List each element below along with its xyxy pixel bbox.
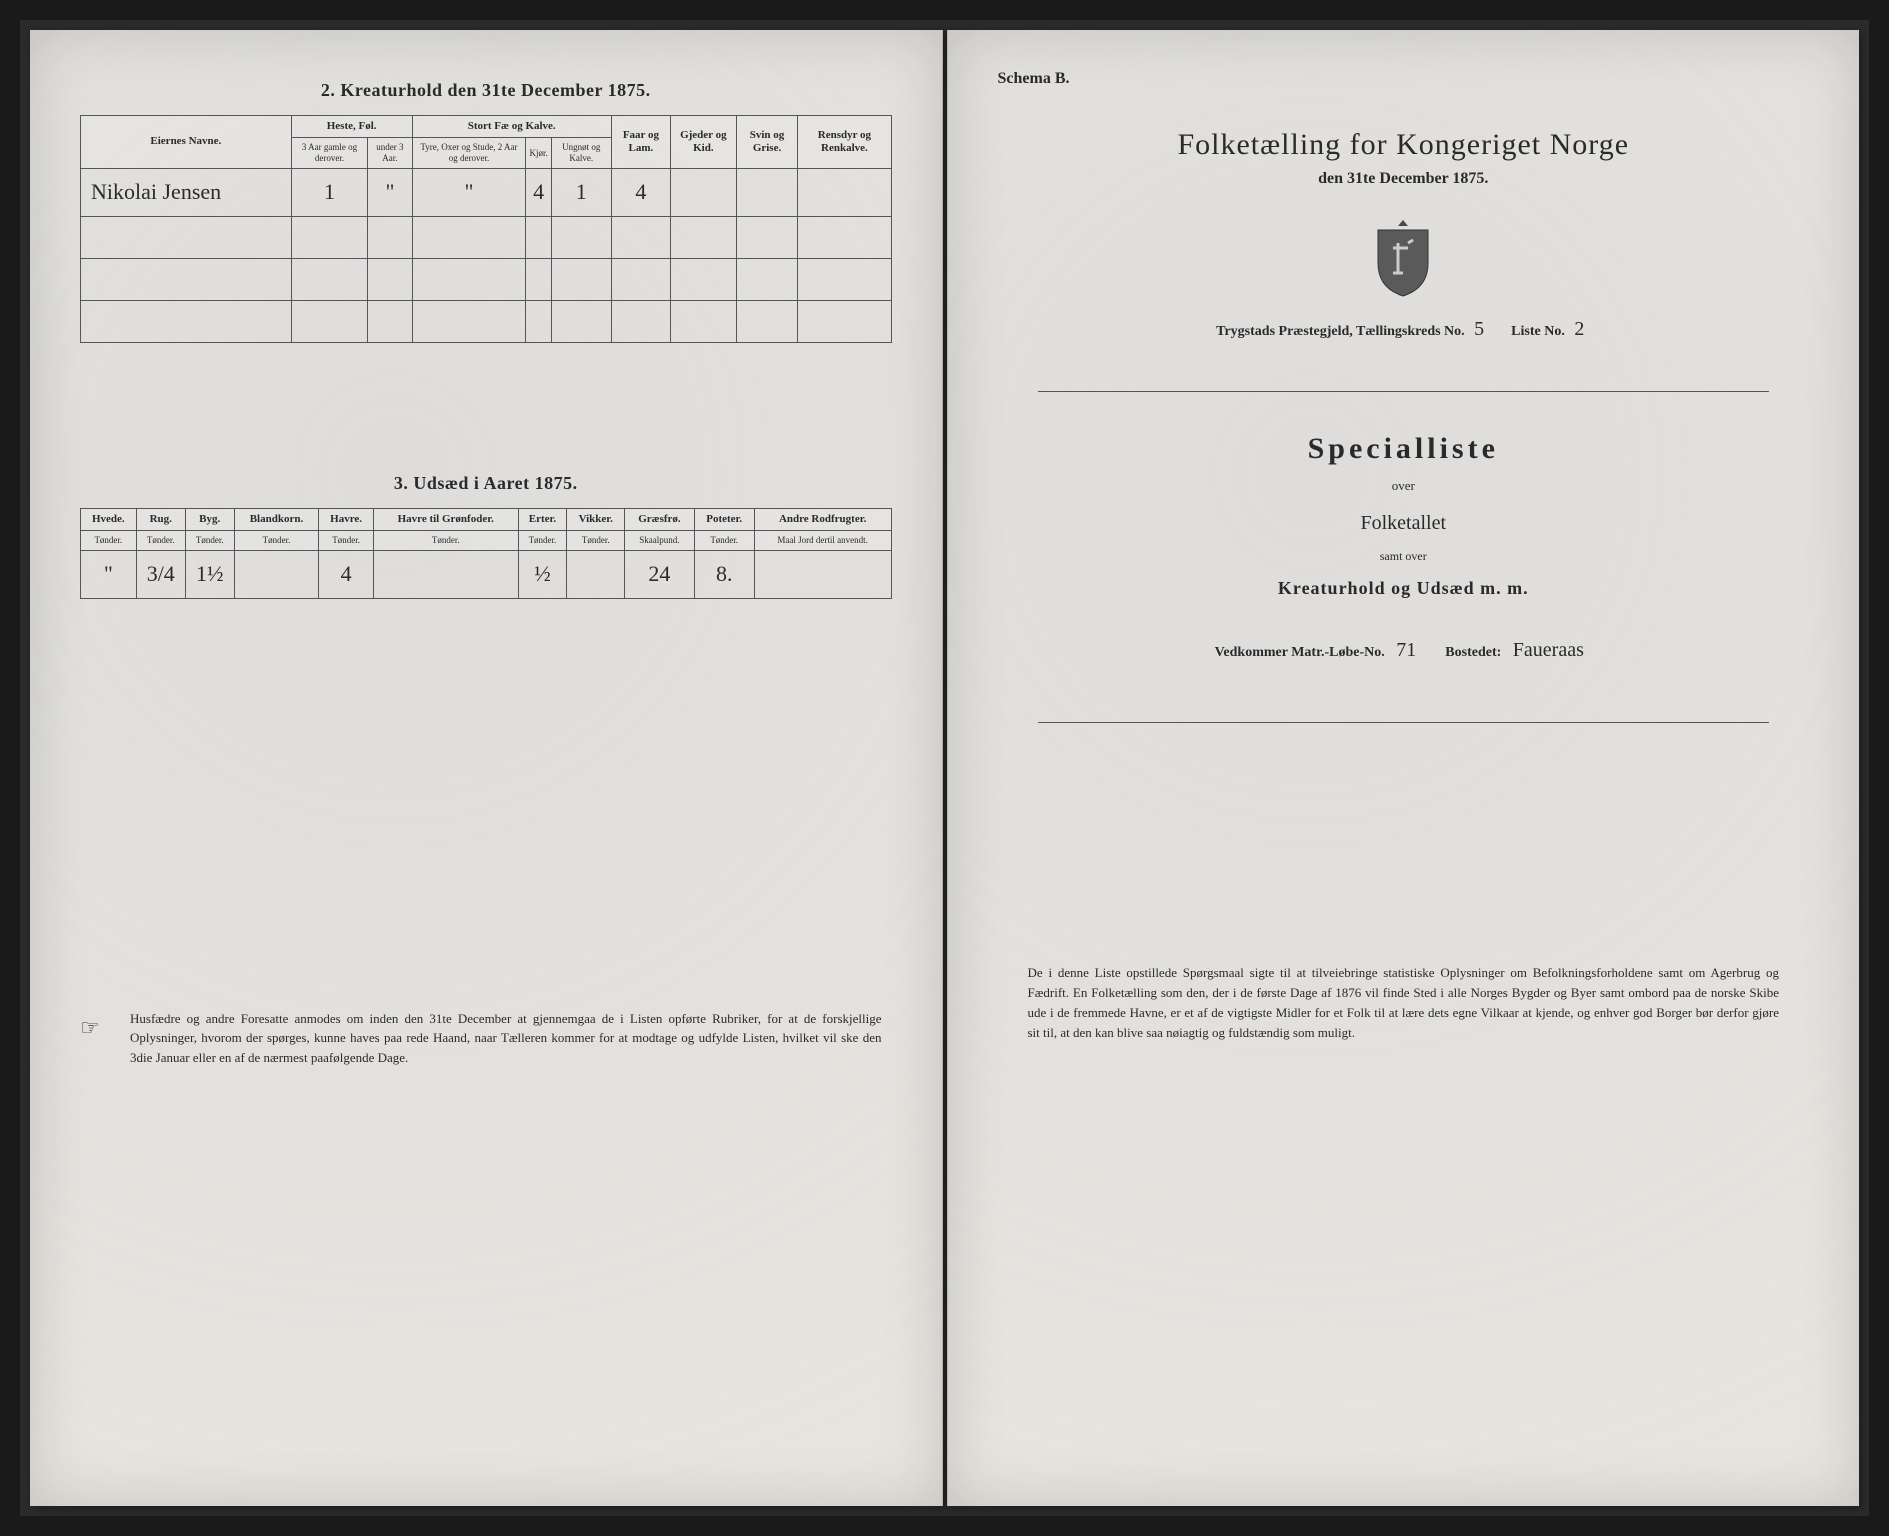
unit-byg: Tønder.: [185, 530, 234, 550]
cell-blandkorn: [234, 550, 319, 598]
col-graesfro: Græsfrø.: [625, 508, 694, 530]
cell-erter: ½: [518, 550, 567, 598]
left-page: 2. Kreaturhold den 31te December 1875. E…: [30, 30, 943, 1506]
document-spread: 2. Kreaturhold den 31te December 1875. E…: [20, 20, 1869, 1516]
divider: [1038, 391, 1770, 392]
section3-title: 3. Udsæd i Aaret 1875.: [80, 473, 892, 494]
col-poteter: Poteter.: [694, 508, 754, 530]
cell-havre-gron: [373, 550, 518, 598]
footnote-text: Husfædre og andre Foresatte anmodes om i…: [130, 1011, 882, 1065]
section2-title: 2. Kreaturhold den 31te December 1875.: [80, 80, 892, 101]
cell-havre: 4: [319, 550, 373, 598]
vedkommer-label: Vedkommer Matr.-Løbe-No.: [1215, 645, 1385, 660]
cell-svin: [736, 168, 798, 216]
col-andre: Andre Rodfrugter.: [754, 508, 891, 530]
col-heste: Heste, Føl.: [291, 116, 412, 138]
col-byg: Byg.: [185, 508, 234, 530]
col-faar: Faar og Lam.: [611, 116, 670, 169]
kreatur-line: Kreaturhold og Udsæd m. m.: [998, 578, 1810, 599]
unit-erter: Tønder.: [518, 530, 567, 550]
col-hvede: Hvede.: [81, 508, 137, 530]
kreatur-table: Eiernes Navne. Heste, Føl. Stort Fæ og K…: [80, 115, 892, 343]
unit-graesfro: Skaalpund.: [625, 530, 694, 550]
kreds-no: 5: [1468, 318, 1490, 340]
col-svin: Svin og Grise.: [736, 116, 798, 169]
udsaed-row: " 3/4 1½ 4 ½ 24 8.: [81, 550, 892, 598]
main-title: Folketælling for Kongeriget Norge: [998, 128, 1810, 162]
sub-title: den 31te December 1875.: [998, 170, 1810, 188]
kreatur-empty-row: [81, 300, 892, 342]
col-stort-c: Ungnøt og Kalve.: [551, 138, 611, 169]
samt-label: samt over: [998, 549, 1810, 564]
pointing-hand-icon: ☞: [80, 1011, 100, 1044]
unit-rug: Tønder.: [136, 530, 185, 550]
col-stort: Stort Fæ og Kalve.: [412, 116, 611, 138]
col-blandkorn: Blandkorn.: [234, 508, 319, 530]
cell-faar: 4: [611, 168, 670, 216]
col-stort-a: Tyre, Oxer og Stude, 2 Aar og derover.: [412, 138, 526, 169]
col-gjeder: Gjeder og Kid.: [670, 116, 736, 169]
unit-andre: Maal Jord dertil anvendt.: [754, 530, 891, 550]
meta-line: Trygstads Præstegjeld, Tællingskreds No.…: [998, 318, 1810, 341]
kreatur-empty-row: [81, 216, 892, 258]
udsaed-table: Hvede. Rug. Byg. Blandkorn. Havre. Havre…: [80, 508, 892, 599]
col-heste-a: 3 Aar gamle og derover.: [291, 138, 368, 169]
schema-label: Schema B.: [998, 70, 1810, 88]
col-rensdyr: Rensdyr og Renkalve.: [798, 116, 891, 169]
unit-havre: Tønder.: [319, 530, 373, 550]
cell-heste-a: 1: [291, 168, 368, 216]
cell-stort-c: 1: [551, 168, 611, 216]
cell-heste-b: ": [368, 168, 412, 216]
divider: [1038, 722, 1770, 723]
coat-of-arms-icon: [1368, 218, 1438, 298]
matr-no: 71: [1388, 639, 1424, 661]
cell-hvede: ": [81, 550, 137, 598]
col-rug: Rug.: [136, 508, 185, 530]
vedkommer-line: Vedkommer Matr.-Løbe-No. 71 Bostedet: Fa…: [998, 639, 1810, 662]
cell-andre: [754, 550, 891, 598]
kreatur-row: Nikolai Jensen 1 " " 4 1 4: [81, 168, 892, 216]
unit-poteter: Tønder.: [694, 530, 754, 550]
cell-eier: Nikolai Jensen: [81, 168, 292, 216]
col-erter: Erter.: [518, 508, 567, 530]
col-vikker: Vikker.: [567, 508, 625, 530]
bostedet: Faueraas: [1505, 639, 1592, 661]
cell-rensdyr: [798, 168, 891, 216]
col-havre-gron: Havre til Grønfoder.: [373, 508, 518, 530]
specialliste: Specialliste: [998, 432, 1810, 466]
col-eier: Eiernes Navne.: [81, 116, 292, 169]
cell-stort-a: ": [412, 168, 526, 216]
cell-stort-b: 4: [526, 168, 551, 216]
cell-graesfro: 24: [625, 550, 694, 598]
bostedet-label: Bostedet:: [1445, 645, 1501, 660]
liste-label: Liste No.: [1511, 324, 1565, 339]
col-havre: Havre.: [319, 508, 373, 530]
folketallet: Folketallet: [998, 512, 1810, 535]
cell-gjeder: [670, 168, 736, 216]
kreatur-empty-row: [81, 258, 892, 300]
over-label: over: [998, 478, 1810, 494]
col-stort-b: Kjør.: [526, 138, 551, 169]
liste-no: 2: [1568, 318, 1590, 340]
cell-vikker: [567, 550, 625, 598]
footnote: ☞ Husfædre og andre Foresatte anmodes om…: [80, 1009, 892, 1068]
unit-vikker: Tønder.: [567, 530, 625, 550]
cell-rug: 3/4: [136, 550, 185, 598]
praestegjeld-label: Trygstads Præstegjeld, Tællingskreds No.: [1216, 324, 1465, 339]
cell-poteter: 8.: [694, 550, 754, 598]
unit-hvede: Tønder.: [81, 530, 137, 550]
col-heste-b: under 3 Aar.: [368, 138, 412, 169]
right-page: Schema B. Folketælling for Kongeriget No…: [947, 30, 1860, 1506]
body-text: De i denne Liste opstillede Spørgsmaal s…: [998, 963, 1810, 1044]
unit-blandkorn: Tønder.: [234, 530, 319, 550]
unit-havre-gron: Tønder.: [373, 530, 518, 550]
cell-byg: 1½: [185, 550, 234, 598]
